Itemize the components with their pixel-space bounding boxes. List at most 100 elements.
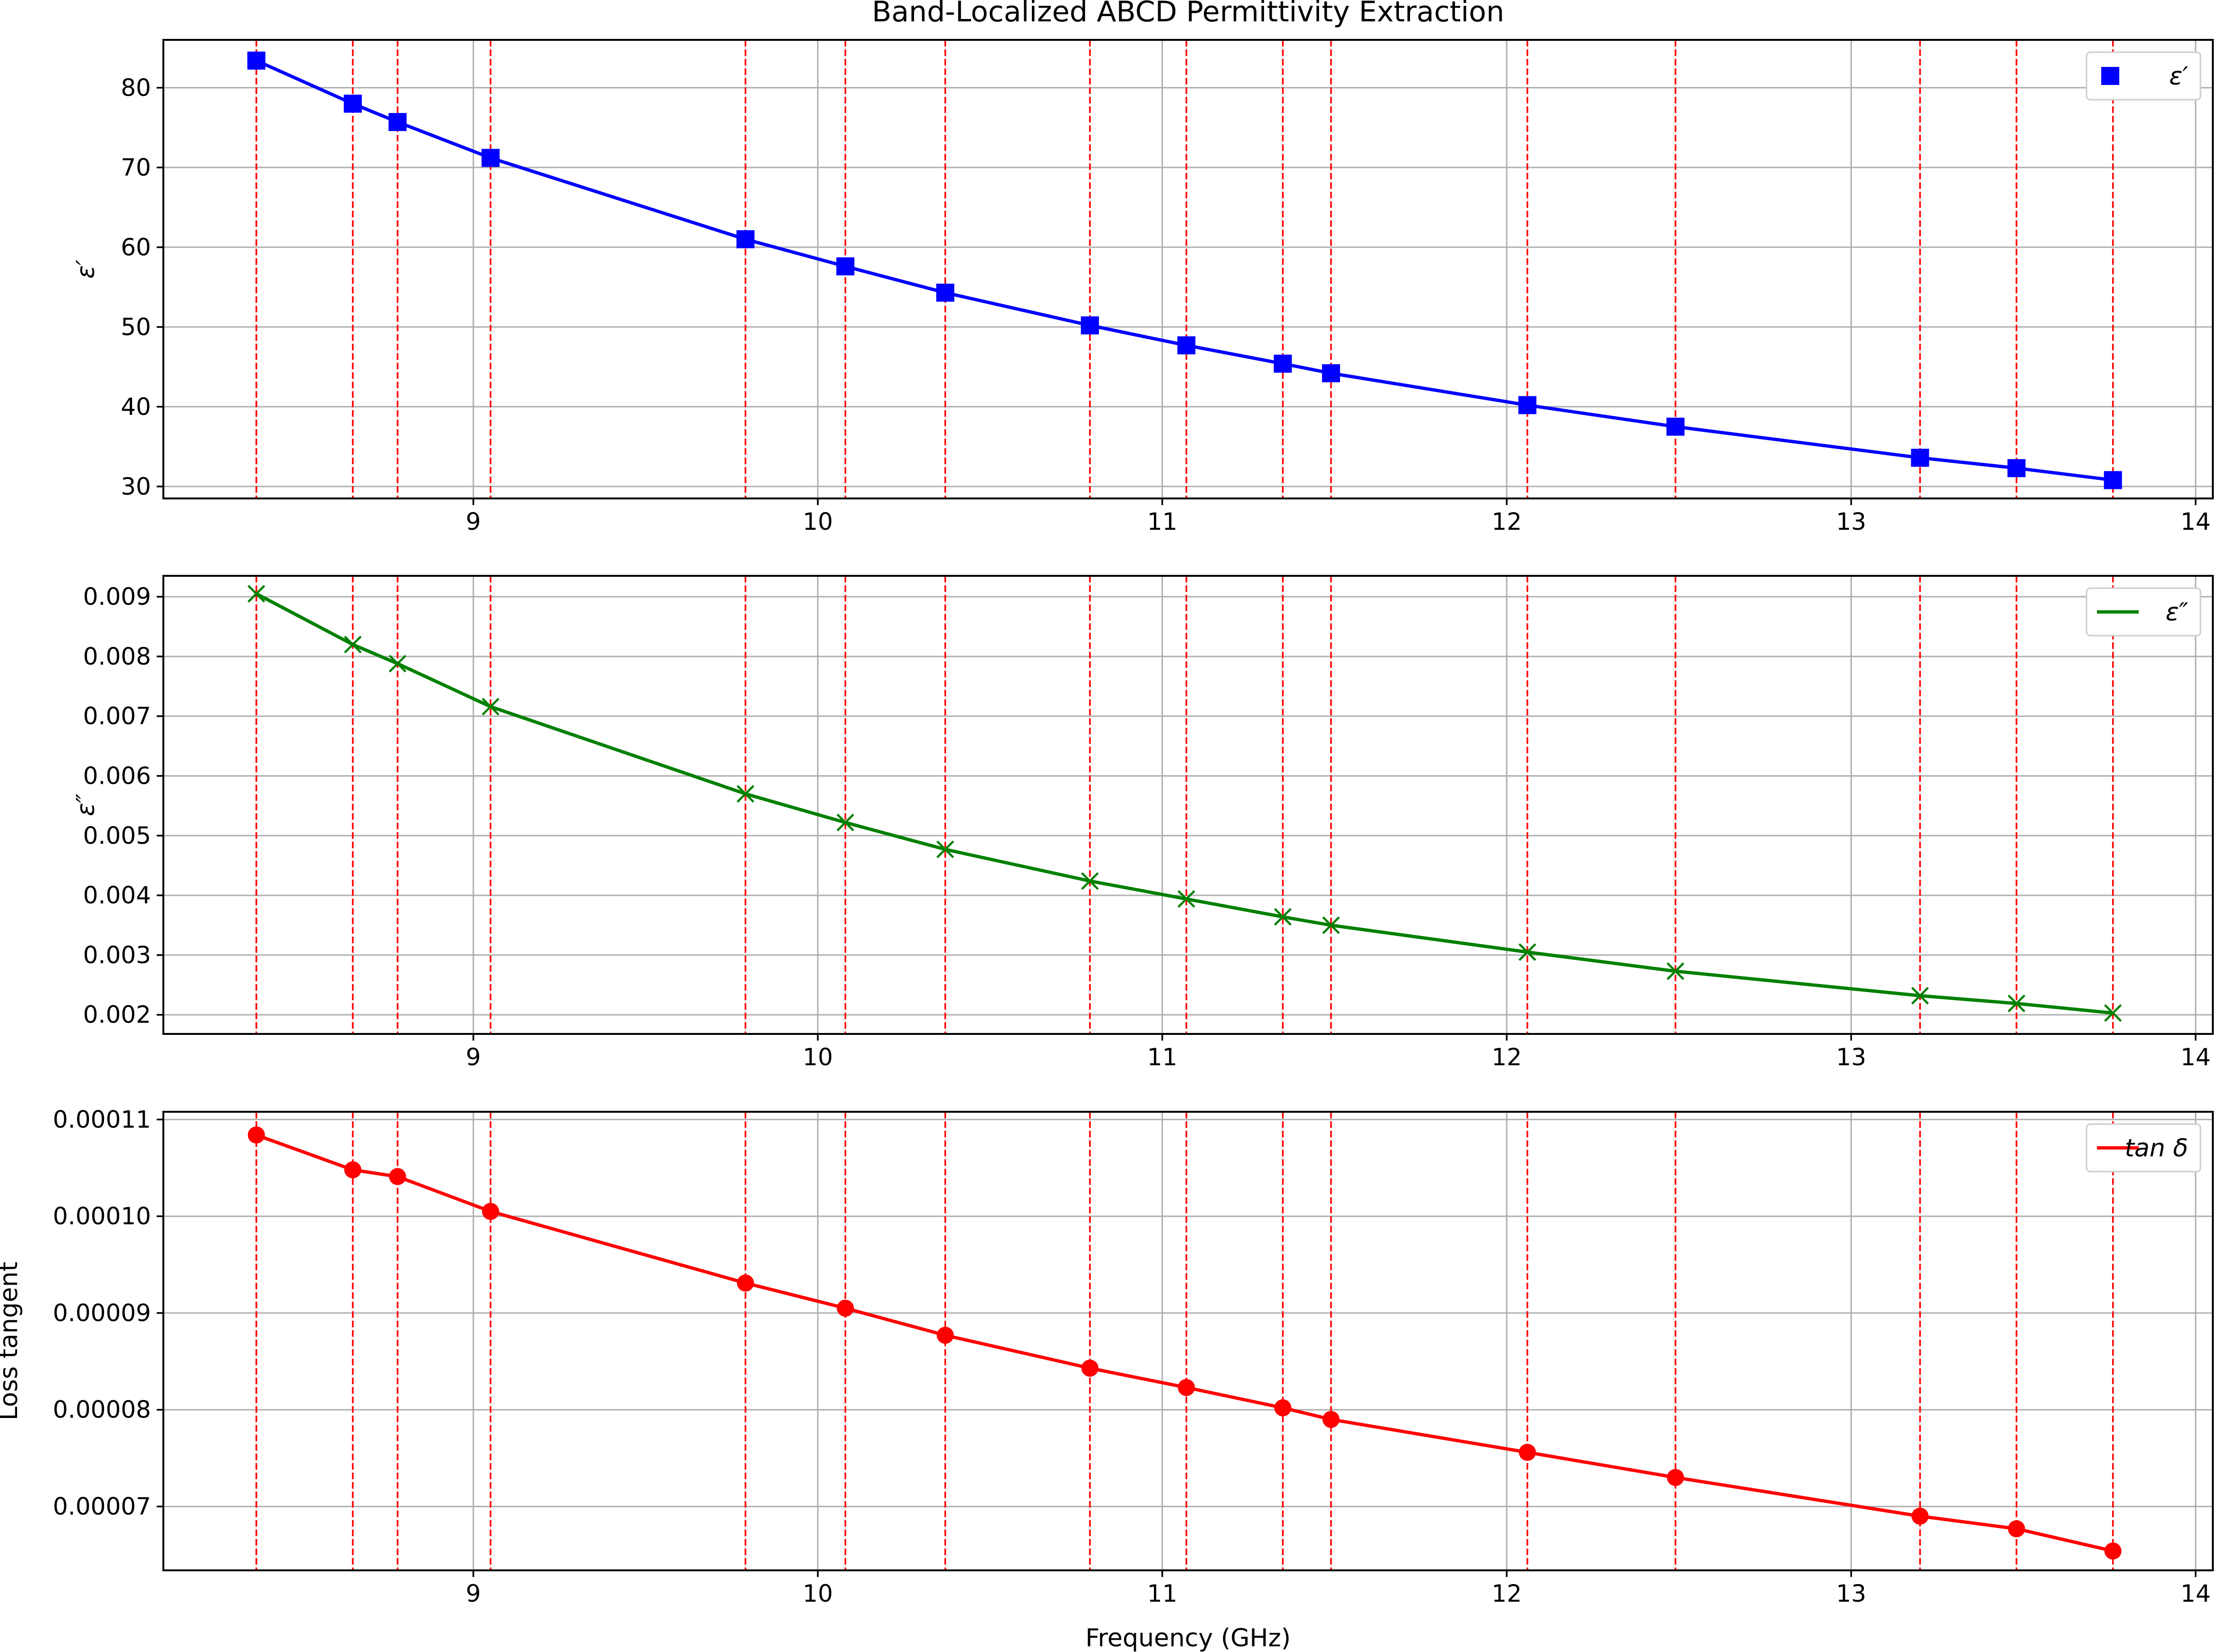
grid: [163, 1112, 2213, 1570]
chart-title: Band-Localized ABCD Permittivity Extract…: [872, 0, 1504, 28]
data-point: [2007, 459, 2026, 478]
data-point-stroke: [388, 655, 406, 673]
data-point: [1666, 962, 1685, 980]
x-tick-label: 11: [1147, 508, 1178, 535]
x-tick-label: 10: [803, 1043, 833, 1071]
y-tick-label: 40: [121, 393, 151, 421]
data-point: [482, 1202, 500, 1220]
plot-frame: [162, 1111, 2214, 1571]
data-point-stroke: [1177, 890, 1195, 908]
data-point: [482, 149, 500, 167]
x-tick-label: 13: [1836, 508, 1867, 535]
x-tick-label: 9: [466, 508, 481, 535]
x-tick-label: 11: [1147, 1043, 1178, 1071]
y-tick-label: 0.006: [83, 762, 151, 789]
series-x: [247, 585, 2122, 1022]
data-point: [836, 814, 854, 832]
data-point: [1666, 417, 1685, 436]
x-axis: 9 10 11 12 13 14: [466, 1034, 2211, 1071]
data-point: [1518, 396, 1537, 414]
y-tick-label: 0.004: [83, 882, 151, 909]
data-point: [736, 230, 755, 248]
legend-box: [2086, 1123, 2201, 1173]
subplots: 9 10 11 12 13 14 30 40 50 60 70 80 ε′ ε′ 9 10 11 12 13 14 0.…: [0, 39, 2214, 1607]
y-tick-label: 0.003: [83, 941, 151, 969]
band-markers: [255, 576, 2114, 1034]
series-square: [247, 51, 2122, 489]
y-tick-label: 0.005: [83, 822, 151, 849]
data-point: [936, 1326, 954, 1344]
legend-marker: [2101, 67, 2119, 85]
data-point: [2104, 471, 2122, 489]
series-circle: [247, 1126, 2122, 1560]
data-point-stroke: [1081, 872, 1099, 890]
x-tick-label: 10: [803, 508, 833, 535]
x-tick-label: 12: [1492, 1043, 1522, 1071]
legend-label: ε″: [2165, 598, 2188, 627]
data-point: [247, 51, 265, 70]
y-axis: 0.00007 0.00008 0.00009 0.00010 0.00011: [53, 1106, 163, 1520]
data-point: [737, 1274, 754, 1292]
series-line: [255, 59, 2114, 482]
data-point: [1081, 872, 1099, 890]
subplot-3: 9 10 11 12 13 140.000070.000080.000090.000100…: [0, 1106, 2214, 1607]
x-tick-label: 13: [1836, 1580, 1867, 1607]
x-tick-label: 12: [1492, 508, 1522, 535]
data-point-stroke: [2007, 995, 2026, 1013]
data-point: [247, 585, 265, 603]
data-point-stroke: [737, 785, 755, 803]
y-tick-label: 70: [121, 154, 151, 181]
data-point-stroke: [1274, 908, 1292, 926]
data-point-stroke: [1666, 962, 1685, 980]
y-tick-label: 0.007: [83, 703, 151, 730]
data-point: [1519, 1444, 1536, 1461]
y-tick-label: 0.002: [83, 1001, 151, 1029]
data-point: [837, 1299, 854, 1317]
legend-box: [2086, 51, 2201, 101]
data-point: [1081, 316, 1099, 335]
y-axis: 30 40 50 60 70 80: [121, 74, 163, 500]
x-tick-label: 11: [1147, 1580, 1178, 1607]
legend: tan δ: [2086, 1123, 2201, 1173]
data-point: [1911, 449, 1929, 467]
data-point-stroke: [936, 840, 954, 858]
grid: [163, 576, 2213, 1034]
legend: ε″: [2086, 587, 2201, 637]
series-line: [255, 592, 2113, 1015]
y-axis: 0.002 0.003 0.004 0.005 0.006 0.007 0.008 0.009: [83, 583, 163, 1029]
x-tick-label: 9: [466, 1580, 481, 1607]
subplot-1: 9 10 11 12 13 14 30 40 50 60 70 80 ε′ ε′: [72, 39, 2214, 535]
data-point: [344, 636, 362, 654]
data-point: [1518, 943, 1537, 961]
data-point: [344, 1161, 361, 1179]
data-point-stroke: [247, 585, 265, 603]
y-tick-label: 80: [121, 74, 151, 102]
legend: ε′: [2086, 51, 2201, 101]
data-point: [2008, 1520, 2025, 1538]
data-point-stroke: [1322, 916, 1340, 934]
legend-label: tan δ: [2125, 1134, 2188, 1163]
y-tick-label: 0.00011: [53, 1106, 151, 1133]
y-tick-label: 0.009: [83, 583, 151, 610]
data-point: [1322, 364, 1341, 383]
series-line: [255, 1133, 2114, 1553]
data-point: [936, 283, 954, 302]
data-point: [1911, 986, 1929, 1005]
data-point: [2104, 1542, 2122, 1560]
data-point: [388, 655, 406, 673]
data-point: [2007, 995, 2026, 1013]
y-tick-label: 60: [121, 234, 151, 261]
data-point: [343, 94, 362, 113]
data-point-stroke: [482, 697, 500, 716]
data-point: [1081, 1360, 1099, 1377]
x-axis-title: Frequency (GHz): [1086, 1624, 1291, 1652]
data-point: [737, 785, 755, 803]
data-point: [1322, 916, 1340, 934]
data-point: [1911, 1507, 1929, 1525]
grid: [163, 40, 2213, 498]
data-point: [388, 113, 407, 131]
data-point: [247, 1126, 265, 1144]
data-point: [1274, 1399, 1292, 1417]
subplot-2: 9 10 11 12 13 140.0020.0030.0040.0050.0060.00…: [72, 575, 2214, 1071]
